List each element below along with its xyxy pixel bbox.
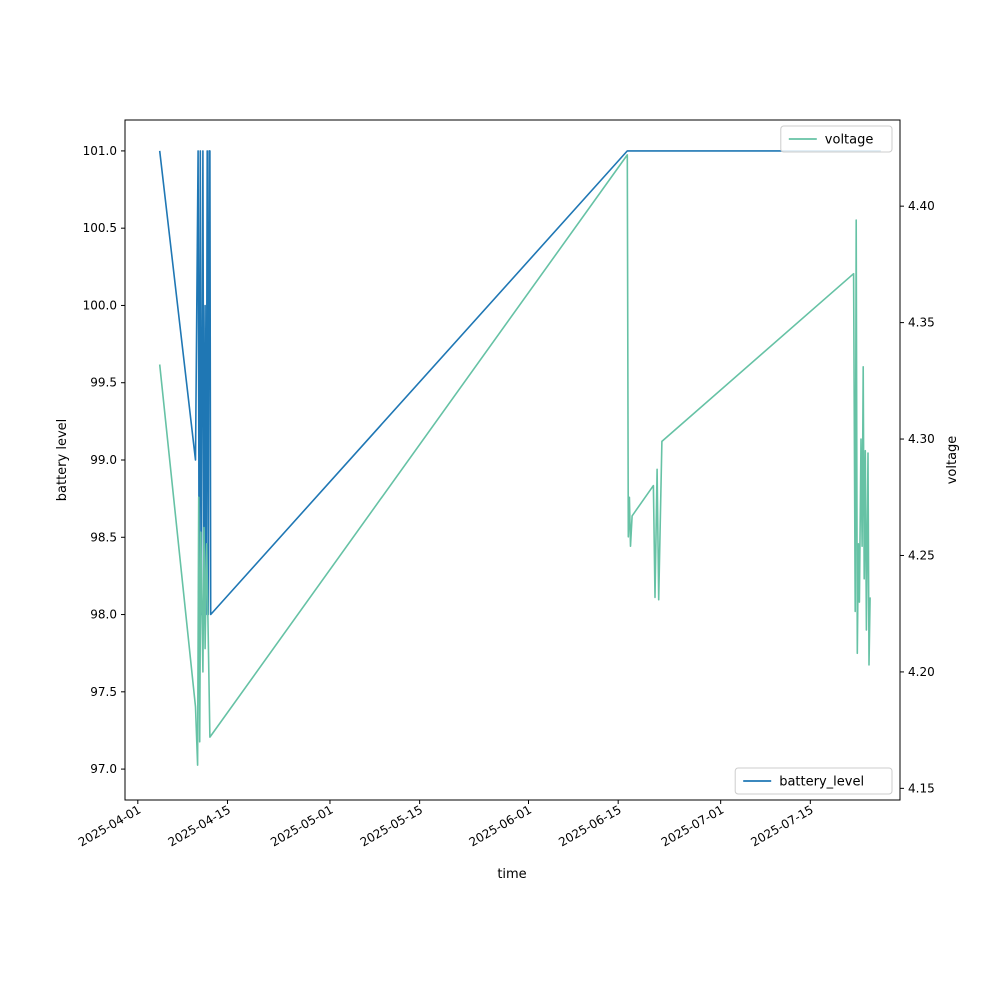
legend-battery-level: battery_level — [734, 767, 893, 795]
series-layer — [158, 150, 881, 766]
y-left-tick-label: 100.5 — [83, 221, 117, 235]
legend-voltage: voltage — [780, 125, 893, 153]
series-line-battery-level — [158, 150, 881, 616]
legend-box — [734, 767, 893, 795]
legend-label: voltage — [825, 133, 874, 148]
y-left-tick-label: 100.0 — [83, 298, 117, 312]
y-axis-left: 97.0 97.5 98.0 98.5 99.0 99.5 100.0 100.5 101.0 — [83, 144, 125, 776]
legend-layer: battery_level voltage — [734, 125, 893, 795]
y-right-tick-label: 4.25 — [908, 548, 935, 562]
y-left-tick-label: 99.0 — [90, 453, 117, 467]
y-axis-right-label: voltage — [945, 436, 960, 485]
y-axis-right: 4.15 4.20 4.25 4.30 4.35 4.40 — [900, 199, 935, 795]
legend-label: battery_level — [779, 775, 864, 790]
y-left-tick-label: 97.0 — [90, 762, 117, 776]
y-right-tick-label: 4.20 — [908, 665, 935, 679]
x-axis-label: time — [497, 867, 526, 882]
y-right-tick-label: 4.35 — [908, 316, 935, 330]
y-axis-left-label: battery level — [55, 419, 70, 502]
y-right-tick-label: 4.15 — [908, 781, 935, 795]
y-right-tick-label: 4.40 — [908, 199, 935, 213]
y-left-tick-label: 101.0 — [83, 144, 117, 158]
y-right-tick-label: 4.30 — [908, 432, 935, 446]
y-left-tick-label: 97.5 — [90, 685, 117, 699]
legend-box — [780, 125, 893, 153]
series-line-voltage — [158, 154, 871, 766]
y-left-tick-label: 98.0 — [90, 608, 117, 622]
y-left-tick-label: 99.5 — [90, 376, 117, 390]
y-left-tick-label: 98.5 — [90, 530, 117, 544]
